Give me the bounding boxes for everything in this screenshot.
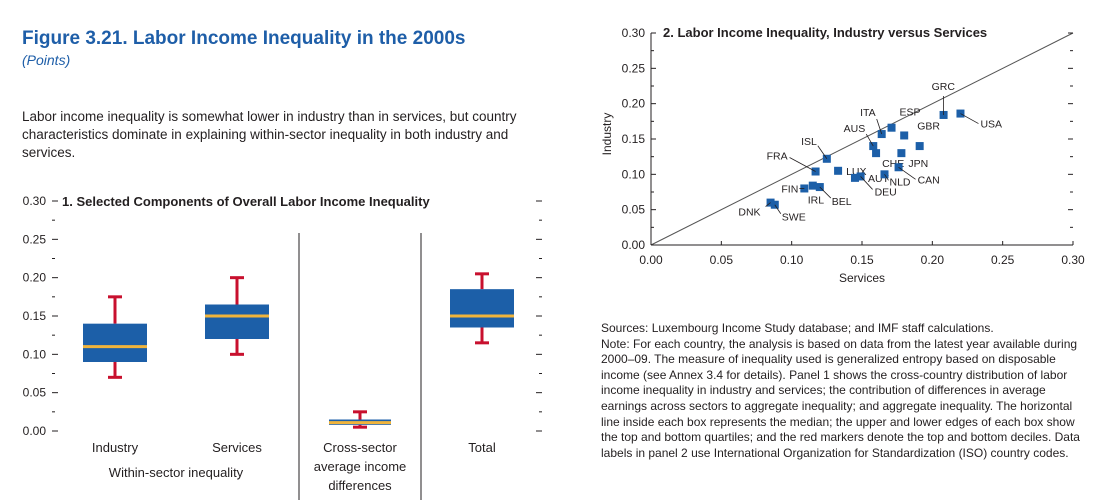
- point-label: FIN: [781, 183, 798, 195]
- point-label: CAN: [918, 174, 940, 186]
- point-label: IRL: [808, 195, 825, 207]
- category-label: average income: [314, 459, 407, 474]
- y-tick-label: 0.25: [23, 232, 47, 246]
- point-label: SWE: [782, 212, 806, 224]
- box-3: [450, 289, 514, 328]
- group-label: Within-sector inequality: [109, 465, 244, 480]
- point-label: NLD: [890, 176, 911, 188]
- point-label: JPN: [908, 158, 928, 170]
- right-panel: 0.00 0.05 0.10 0.15 0.20 0.25 0.30 0.00 0.05 0.10…: [575, 0, 1096, 503]
- panel-2-title: 2. Labor Income Inequality, Industry ver…: [663, 25, 987, 40]
- y-tick-label: 0.10: [23, 347, 47, 361]
- data-point: [872, 149, 881, 158]
- intro-text: Labor income inequality is somewhat lowe…: [22, 109, 517, 160]
- data-point: [811, 167, 820, 176]
- point-label: GBR: [917, 120, 940, 132]
- category-label: Services: [212, 440, 262, 455]
- data-point: [808, 181, 817, 190]
- leader-line: [789, 157, 816, 172]
- point-label: AUS: [844, 123, 866, 135]
- x-tick-label: 0.00: [639, 253, 663, 267]
- leader-line: [876, 118, 883, 135]
- category-label: Total: [468, 440, 496, 455]
- leader-line: [819, 186, 832, 199]
- left-panel: Figure 3.21. Labor Income Inequality in …: [22, 28, 542, 500]
- data-point: [887, 123, 896, 132]
- y-tick-label: 0.15: [622, 132, 646, 146]
- category-label: Cross-sector: [323, 440, 397, 455]
- panel-1-title: 1. Selected Components of Overall Labor …: [62, 194, 430, 209]
- x-tick-label: 0.05: [710, 253, 734, 267]
- x-tick-label: 0.25: [991, 253, 1015, 267]
- box-chart: 1. Selected Components of Overall Labor …: [23, 194, 542, 500]
- scatter-chart: 0.00 0.05 0.10 0.15 0.20 0.25 0.30 0.00 0.05 0.10…: [600, 25, 1085, 285]
- point-label: GRC: [932, 81, 956, 93]
- point-label: ISL: [801, 136, 817, 148]
- data-point: [815, 183, 824, 192]
- y-tick-label: 0.00: [23, 424, 47, 438]
- leader-line: [860, 176, 873, 190]
- y-tick-label: 0.05: [23, 386, 47, 400]
- point-label: DEU: [875, 186, 897, 198]
- category-label: Industry: [92, 440, 139, 455]
- x-axis-label: Services: [839, 271, 885, 285]
- data-point: [850, 173, 859, 182]
- leader-line: [960, 113, 979, 124]
- y-tick-label: 0.20: [23, 271, 47, 285]
- leader-line: [774, 204, 782, 214]
- point-label: FRA: [767, 151, 788, 163]
- y-tick-label: 0.25: [622, 61, 646, 75]
- y-tick-label: 0.00: [622, 238, 646, 252]
- x-tick-label: 0.15: [850, 253, 874, 267]
- box-0: [83, 323, 147, 362]
- point-label: ESP: [900, 107, 921, 119]
- category-label: differences: [328, 478, 392, 493]
- note-text: Note: For each country, the analysis is …: [601, 336, 1080, 460]
- sources-text: Sources: Luxembourg Income Study databas…: [601, 321, 994, 335]
- y-tick-label: 0.30: [23, 194, 47, 208]
- y-tick-label: 0.10: [622, 167, 646, 181]
- x-tick-label: 0.10: [780, 253, 804, 267]
- figure-title: Figure 3.21. Labor Income Inequality in …: [22, 28, 466, 49]
- point-label: ITA: [860, 107, 876, 119]
- leader-line: [898, 166, 916, 180]
- box-1: [205, 304, 269, 339]
- notes: Sources: Luxembourg Income Study databas…: [601, 321, 1091, 461]
- x-tick-label: 0.30: [1061, 253, 1085, 267]
- leader-line: [865, 133, 874, 147]
- y-tick-label: 0.30: [622, 26, 646, 40]
- data-point: [900, 131, 909, 140]
- y-tick-label: 0.15: [23, 309, 47, 323]
- y-tick-label: 0.20: [622, 97, 646, 111]
- x-tick-label: 0.20: [921, 253, 945, 267]
- data-point: [915, 142, 924, 151]
- data-point: [834, 166, 843, 175]
- reference-45-line: [650, 32, 1074, 246]
- point-label: USA: [980, 119, 1002, 131]
- leader-line: [765, 202, 771, 207]
- leader-line: [817, 145, 828, 160]
- leader-line: [884, 174, 889, 181]
- point-label: BEL: [832, 196, 852, 208]
- figure-subtitle: (Points): [22, 52, 71, 68]
- point-label: DNK: [738, 207, 760, 219]
- y-tick-label: 0.05: [622, 203, 646, 217]
- y-axis-label: Industry: [600, 113, 614, 156]
- data-point: [897, 149, 906, 158]
- data-point: [877, 130, 886, 139]
